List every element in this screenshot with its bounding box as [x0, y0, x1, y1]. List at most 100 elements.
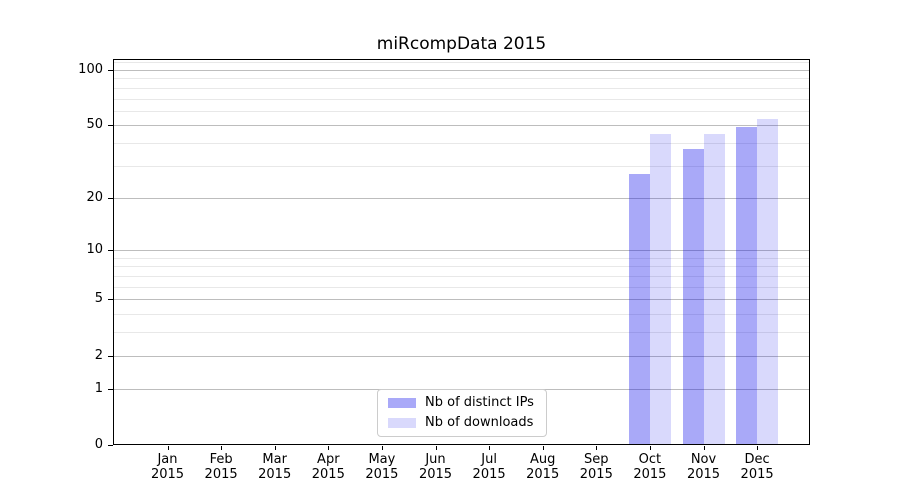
x-tick-mark: [596, 446, 598, 450]
x-tick-label: Sep 2015: [564, 452, 628, 482]
x-tick-mark: [703, 446, 705, 450]
x-tick-label-month: Nov: [690, 452, 717, 467]
x-tick-label-year: 2015: [472, 467, 506, 482]
y-tick-mark: [108, 125, 113, 127]
x-tick-label-month: Jun: [425, 452, 446, 467]
x-tick-label-month: Jan: [157, 452, 178, 467]
gridline-minor: [113, 314, 810, 316]
x-tick-label: Aug 2015: [511, 452, 575, 482]
gridline-major: [113, 355, 810, 357]
y-tick-label: 1: [94, 380, 103, 396]
gridline-minor: [113, 78, 810, 80]
y-tick-label: 20: [86, 189, 103, 205]
y-tick-label: 0: [94, 437, 103, 452]
x-tick-mark: [435, 446, 437, 450]
x-tick-mark: [542, 446, 544, 450]
x-tick-label-year: 2015: [258, 467, 292, 482]
y-tick-mark: [108, 445, 113, 446]
x-tick-label: Jan 2015: [136, 452, 200, 482]
gridline-minor: [113, 62, 810, 64]
legend-entry-downloads: Nb of downloads: [388, 415, 536, 431]
y-tick-mark: [108, 355, 113, 357]
y-tick-label: 50: [86, 117, 103, 133]
gridline-minor: [113, 286, 810, 288]
x-tick-label-year: 2015: [204, 467, 238, 482]
bar-distinct-ips-nov: [682, 149, 704, 445]
gridline-minor: [113, 332, 810, 334]
legend-label-downloads: Nb of downloads: [425, 414, 534, 430]
legend-swatch-downloads-icon: [388, 417, 416, 428]
y-tick-mark: [108, 69, 113, 71]
x-tick-label-month: Jul: [481, 452, 497, 467]
legend-box: Nb of distinct IPs Nb of downloads: [377, 389, 547, 437]
gridline-major: [113, 250, 810, 252]
legend-entry-distinct-ips: Nb of distinct IPs: [388, 395, 536, 411]
gridline-minor: [113, 165, 810, 167]
gridline-minor: [113, 87, 810, 89]
x-tick-label-year: 2015: [418, 467, 453, 482]
x-tick-label: Oct 2015: [618, 452, 682, 482]
gridline-major: [113, 125, 810, 127]
y-tick-label: 2: [94, 347, 103, 363]
x-tick-mark: [221, 446, 223, 450]
x-tick-mark: [489, 446, 491, 450]
x-tick-label-year: 2015: [526, 467, 560, 482]
x-tick-label: Jul 2015: [457, 452, 521, 482]
gridline-major: [113, 299, 810, 301]
y-tick-label: 5: [94, 291, 103, 307]
y-tick-label: 100: [78, 61, 103, 77]
plot-area: Nb of distinct IPs Nb of downloads: [113, 59, 810, 445]
x-tick-label: Feb 2015: [189, 452, 253, 482]
gridline-minor: [113, 98, 810, 100]
x-tick-label-year: 2015: [150, 467, 185, 482]
bars-layer: [113, 59, 810, 445]
x-tick-label: Nov 2015: [672, 452, 736, 482]
bar-downloads-nov: [703, 133, 725, 445]
bar-distinct-ips-dec: [736, 127, 758, 445]
gridline-major: [113, 69, 810, 71]
gridline-minor: [113, 143, 810, 145]
x-tick-mark: [167, 446, 169, 450]
gridline-minor: [113, 110, 810, 112]
x-tick-label-month: Sep: [584, 452, 609, 467]
x-tick-label-month: Feb: [209, 452, 233, 467]
chart-title: miRcompData 2015: [376, 34, 547, 54]
x-tick-label-year: 2015: [740, 467, 774, 482]
legend-label-distinct-ips: Nb of distinct IPs: [425, 395, 534, 411]
legend-swatch-distinct-ips-icon: [388, 398, 416, 409]
x-tick-label-year: 2015: [365, 467, 399, 482]
x-tick-label-month: May: [368, 452, 396, 467]
x-tick-label: Mar 2015: [243, 452, 307, 482]
bar-downloads-oct: [649, 133, 671, 445]
x-tick-label-year: 2015: [311, 467, 345, 482]
gridline-minor: [113, 276, 810, 278]
y-tick-mark: [108, 197, 113, 199]
y-tick-label: 10: [86, 242, 103, 258]
bar-distinct-ips-oct: [628, 174, 650, 445]
y-tick-mark: [108, 299, 113, 301]
x-tick-label-year: 2015: [633, 467, 667, 482]
x-tick-mark: [274, 446, 276, 450]
x-tick-label-year: 2015: [686, 467, 721, 482]
x-tick-label-month: Mar: [262, 452, 287, 467]
x-tick-label-year: 2015: [579, 467, 613, 482]
gridline-minor: [113, 257, 810, 259]
x-tick-label: Apr 2015: [296, 452, 360, 482]
gridline-minor: [113, 266, 810, 268]
x-tick-label: Dec 2015: [725, 452, 789, 482]
y-tick-mark: [108, 250, 113, 252]
gridline-major: [113, 197, 810, 199]
bar-downloads-dec: [757, 119, 779, 445]
y-tick-mark: [108, 388, 113, 390]
x-tick-mark: [381, 446, 383, 450]
x-tick-label-month: Dec: [744, 452, 770, 467]
x-tick-label-month: Oct: [638, 452, 662, 467]
x-tick-label-month: Apr: [317, 452, 340, 467]
x-tick-mark: [649, 446, 651, 450]
x-tick-mark: [328, 446, 330, 450]
x-tick-mark: [757, 446, 759, 450]
x-tick-label: May 2015: [350, 452, 414, 482]
x-tick-label-month: Aug: [529, 452, 556, 467]
x-tick-label: Jun 2015: [404, 452, 468, 482]
